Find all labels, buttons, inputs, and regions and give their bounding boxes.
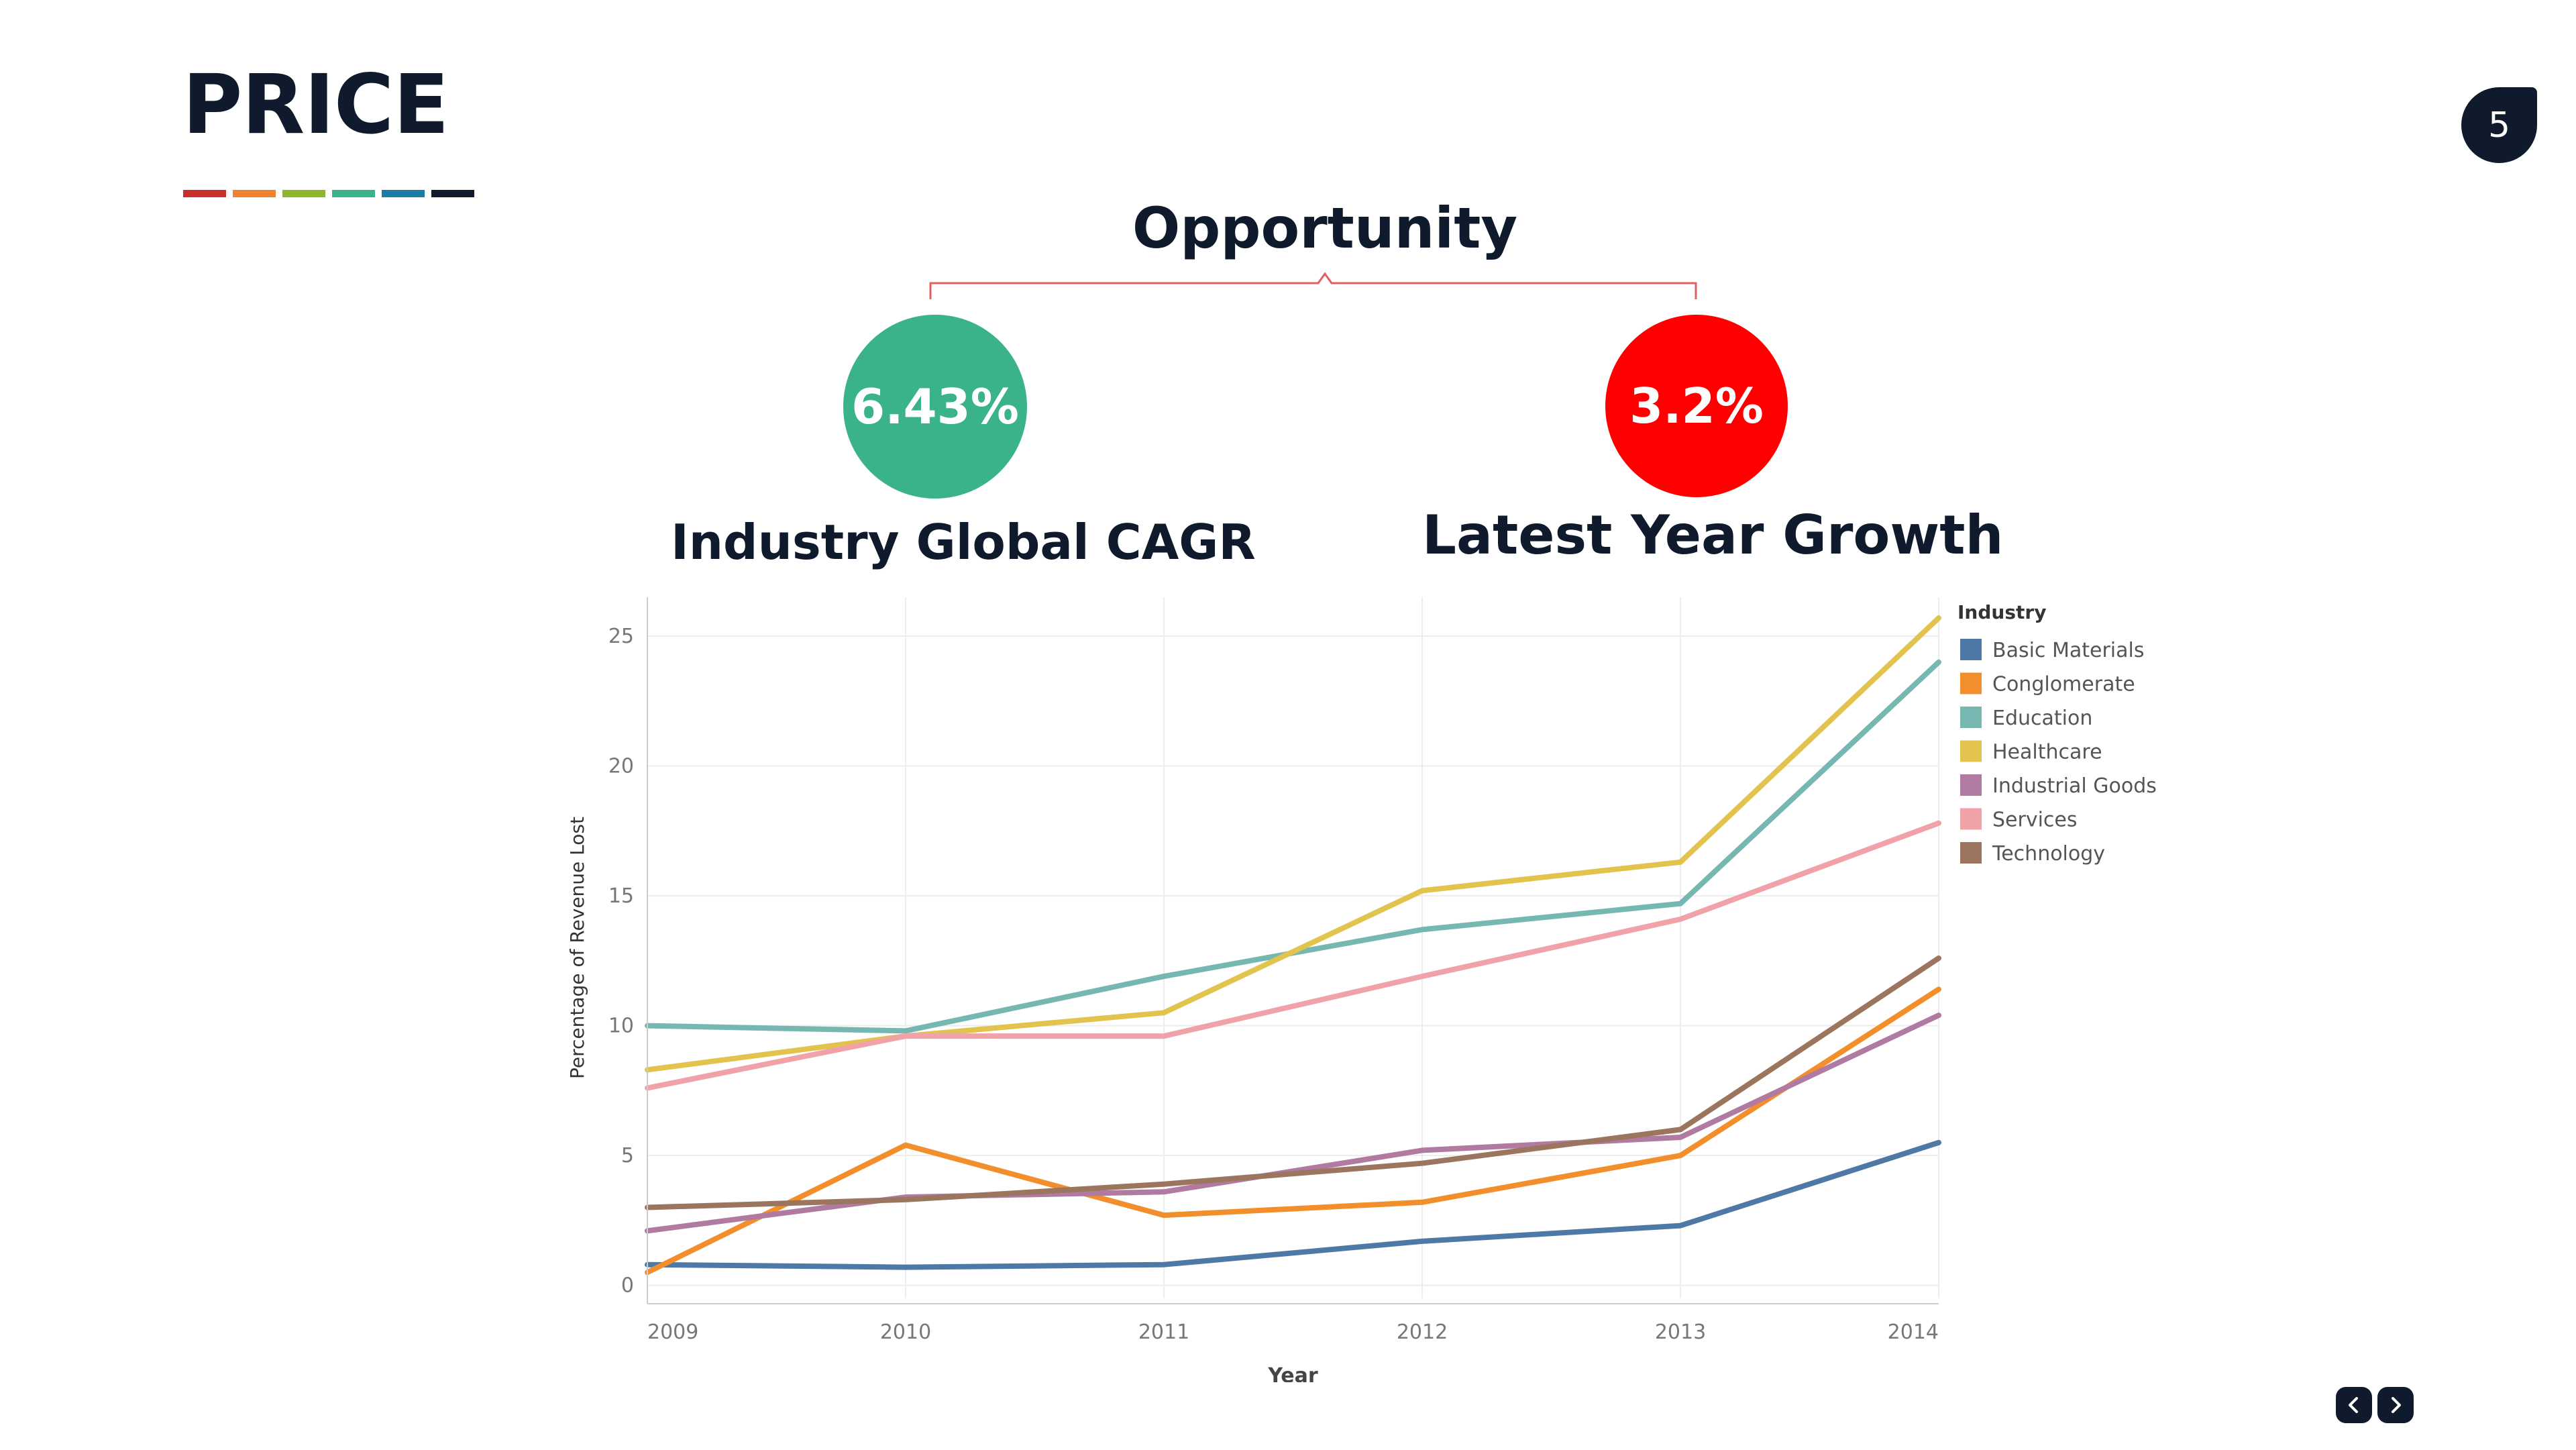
legend-entry: Services xyxy=(1992,809,2078,832)
x-tick-label: 2010 xyxy=(880,1320,931,1344)
page-title: PRICE xyxy=(182,57,449,152)
accent-segment xyxy=(282,190,325,197)
accent-segment xyxy=(431,190,474,197)
x-tick-label: 2013 xyxy=(1655,1320,1706,1344)
legend-entry: Technology xyxy=(1992,842,2105,866)
series-line xyxy=(645,986,1941,1276)
series-line xyxy=(645,955,1941,1210)
y-tick-label: 5 xyxy=(621,1144,634,1168)
y-tick-label: 15 xyxy=(608,884,634,908)
y-tick-label: 0 xyxy=(621,1274,634,1298)
cagr-label: Industry Global CAGR xyxy=(671,514,1256,570)
accent-segment xyxy=(183,190,226,197)
x-tick-label: 2012 xyxy=(1397,1320,1448,1344)
x-tick-label: 2011 xyxy=(1138,1320,1189,1344)
y-axis-label: Percentage of Revenue Lost xyxy=(566,817,588,1079)
series-line xyxy=(645,659,1941,1034)
y-tick-label: 25 xyxy=(608,625,634,648)
chart-series xyxy=(645,615,1941,1276)
accent-color-bar xyxy=(183,190,474,197)
series-line xyxy=(645,1139,1941,1270)
legend-swatch xyxy=(1960,740,1982,762)
chart-axes: 0 5 10 15 20 25 2009 2010 2011 2012 2013 2014 xyxy=(608,597,1939,1344)
accent-segment xyxy=(382,190,425,197)
chart-gridlines xyxy=(647,597,1939,1298)
legend-swatch xyxy=(1960,672,1982,694)
accent-segment xyxy=(332,190,375,197)
growth-value: 3.2% xyxy=(1629,378,1764,434)
legend-entry: Industrial Goods xyxy=(1992,774,2157,798)
cagr-value: 6.43% xyxy=(851,378,1019,435)
cagr-value-circle: 6.43% xyxy=(843,315,1027,499)
growth-value-circle: 3.2% xyxy=(1605,315,1788,497)
chevron-right-icon xyxy=(2392,1397,2401,1413)
legend-entry: Conglomerate xyxy=(1992,673,2135,696)
x-tick-label: 2009 xyxy=(647,1320,698,1344)
chart-legend: Industry Basic Materials Conglomerate Educ… xyxy=(1957,601,2157,866)
page-number-badge: 5 xyxy=(2461,87,2537,163)
series-line xyxy=(645,820,1941,1091)
y-tick-label: 10 xyxy=(608,1015,634,1038)
legend-swatch xyxy=(1960,639,1982,660)
revenue-lost-line-chart: 0 5 10 15 20 25 2009 2010 2011 2012 2013 2014 Perce… xyxy=(566,597,2157,1382)
y-tick-label: 20 xyxy=(608,755,634,778)
x-axis-label: Year xyxy=(1267,1364,1318,1382)
next-slide-button[interactable] xyxy=(2377,1387,2414,1423)
series-line xyxy=(645,615,1941,1073)
legend-swatch xyxy=(1960,774,1982,796)
legend-entry: Healthcare xyxy=(1992,741,2102,764)
legend-title: Industry xyxy=(1957,601,2046,623)
opportunity-bracket xyxy=(929,272,1697,299)
opportunity-title: Opportunity xyxy=(1132,195,1518,261)
accent-segment xyxy=(233,190,276,197)
previous-slide-button[interactable] xyxy=(2336,1387,2372,1423)
chevron-left-icon xyxy=(2349,1397,2358,1413)
legend-swatch xyxy=(1960,842,1982,864)
x-tick-label: 2014 xyxy=(1888,1320,1939,1344)
legend-entry: Basic Materials xyxy=(1992,639,2144,662)
legend-entry: Education xyxy=(1992,707,2092,730)
growth-label: Latest Year Growth xyxy=(1422,504,2004,566)
legend-swatch xyxy=(1960,707,1982,728)
legend-swatch xyxy=(1960,808,1982,830)
